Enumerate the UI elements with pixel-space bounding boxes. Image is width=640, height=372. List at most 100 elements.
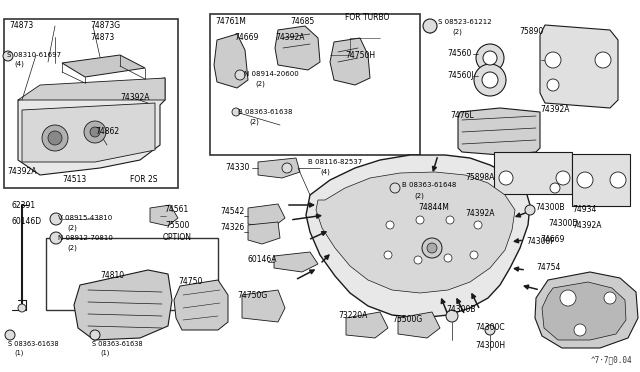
Text: B 08363-61638: B 08363-61638: [238, 109, 292, 115]
Circle shape: [547, 79, 559, 91]
Circle shape: [90, 330, 100, 340]
Text: 74513: 74513: [62, 176, 86, 185]
Polygon shape: [316, 172, 515, 293]
Circle shape: [604, 292, 616, 304]
Polygon shape: [248, 222, 280, 244]
Circle shape: [556, 171, 570, 185]
Text: 74392A: 74392A: [7, 167, 36, 176]
Text: (2): (2): [452, 29, 462, 35]
Circle shape: [574, 324, 586, 336]
Text: 74300F: 74300F: [526, 237, 555, 247]
Circle shape: [577, 172, 593, 188]
Text: 74750H: 74750H: [345, 51, 375, 60]
Circle shape: [18, 304, 26, 312]
Text: 74330: 74330: [225, 164, 250, 173]
Text: 74561: 74561: [164, 205, 188, 215]
Text: V 08915-43810: V 08915-43810: [58, 215, 112, 221]
Circle shape: [550, 183, 560, 193]
Text: 74750: 74750: [178, 278, 202, 286]
Polygon shape: [275, 26, 320, 70]
Circle shape: [50, 213, 62, 225]
Polygon shape: [542, 282, 626, 340]
Text: 74392A: 74392A: [572, 221, 602, 230]
Text: 74300B: 74300B: [535, 203, 564, 212]
Circle shape: [476, 44, 504, 72]
Circle shape: [90, 127, 100, 137]
Polygon shape: [398, 312, 440, 338]
Text: 74669: 74669: [234, 33, 259, 42]
Circle shape: [499, 171, 513, 185]
Text: (1): (1): [14, 350, 24, 356]
Text: 74560: 74560: [447, 49, 472, 58]
Circle shape: [282, 163, 292, 173]
Circle shape: [482, 72, 498, 88]
Text: B 08116-82537: B 08116-82537: [308, 159, 362, 165]
Text: 73220A: 73220A: [338, 311, 367, 321]
Text: 74750G: 74750G: [237, 291, 268, 299]
Text: 74392A: 74392A: [465, 209, 495, 218]
Polygon shape: [248, 204, 285, 228]
Text: S 08310-61697: S 08310-61697: [7, 52, 61, 58]
Circle shape: [3, 51, 13, 61]
Text: 62391: 62391: [12, 201, 36, 209]
Text: 74392A: 74392A: [120, 93, 150, 103]
Bar: [46, 238, 218, 310]
Text: 60146A: 60146A: [248, 256, 278, 264]
Circle shape: [390, 183, 400, 193]
Text: 60146D: 60146D: [12, 218, 42, 227]
Circle shape: [42, 125, 68, 151]
Circle shape: [386, 221, 394, 229]
Text: N 08912-70810: N 08912-70810: [58, 235, 113, 241]
Text: (2): (2): [249, 119, 259, 125]
Circle shape: [384, 251, 392, 259]
Polygon shape: [62, 55, 145, 77]
Bar: [210, 14, 420, 155]
Text: 74873: 74873: [90, 32, 115, 42]
Text: 74844M: 74844M: [418, 203, 449, 212]
Circle shape: [50, 232, 62, 244]
Text: 74754: 74754: [536, 263, 561, 273]
Polygon shape: [346, 312, 388, 338]
Circle shape: [525, 205, 535, 215]
Circle shape: [48, 131, 62, 145]
Circle shape: [446, 216, 454, 224]
Text: 74761M: 74761M: [215, 17, 246, 26]
Circle shape: [235, 70, 245, 80]
Text: 75890: 75890: [519, 28, 543, 36]
Polygon shape: [242, 290, 285, 322]
Text: 74542: 74542: [220, 208, 244, 217]
Circle shape: [474, 64, 506, 96]
Polygon shape: [274, 252, 318, 272]
Text: (2): (2): [414, 193, 424, 199]
Text: 74810: 74810: [100, 272, 124, 280]
Text: S 08363-61638: S 08363-61638: [8, 341, 59, 347]
Bar: [494, 152, 572, 194]
Polygon shape: [22, 103, 155, 162]
Text: 74560J: 74560J: [447, 71, 474, 80]
Text: 74300H: 74300H: [475, 340, 505, 350]
Polygon shape: [330, 38, 370, 85]
Text: 75500: 75500: [165, 221, 189, 230]
Bar: [572, 154, 630, 206]
Circle shape: [423, 19, 437, 33]
Polygon shape: [74, 270, 172, 340]
Circle shape: [474, 221, 482, 229]
Text: S 08523-61212: S 08523-61212: [438, 19, 492, 25]
Polygon shape: [306, 155, 530, 318]
Circle shape: [5, 330, 15, 340]
Text: (2): (2): [67, 225, 77, 231]
Text: 74873G: 74873G: [90, 22, 120, 31]
Text: 74669: 74669: [540, 235, 564, 244]
Polygon shape: [458, 108, 540, 155]
Text: 74392A: 74392A: [275, 33, 305, 42]
Polygon shape: [18, 78, 165, 100]
Polygon shape: [174, 280, 228, 330]
Text: 75898A: 75898A: [465, 173, 494, 183]
Circle shape: [470, 251, 478, 259]
Text: 75500G: 75500G: [392, 315, 422, 324]
Circle shape: [560, 290, 576, 306]
Polygon shape: [18, 78, 165, 175]
Text: 74392A: 74392A: [540, 106, 570, 115]
Text: FOR TURBO: FOR TURBO: [345, 13, 389, 22]
Text: (2): (2): [255, 81, 265, 87]
